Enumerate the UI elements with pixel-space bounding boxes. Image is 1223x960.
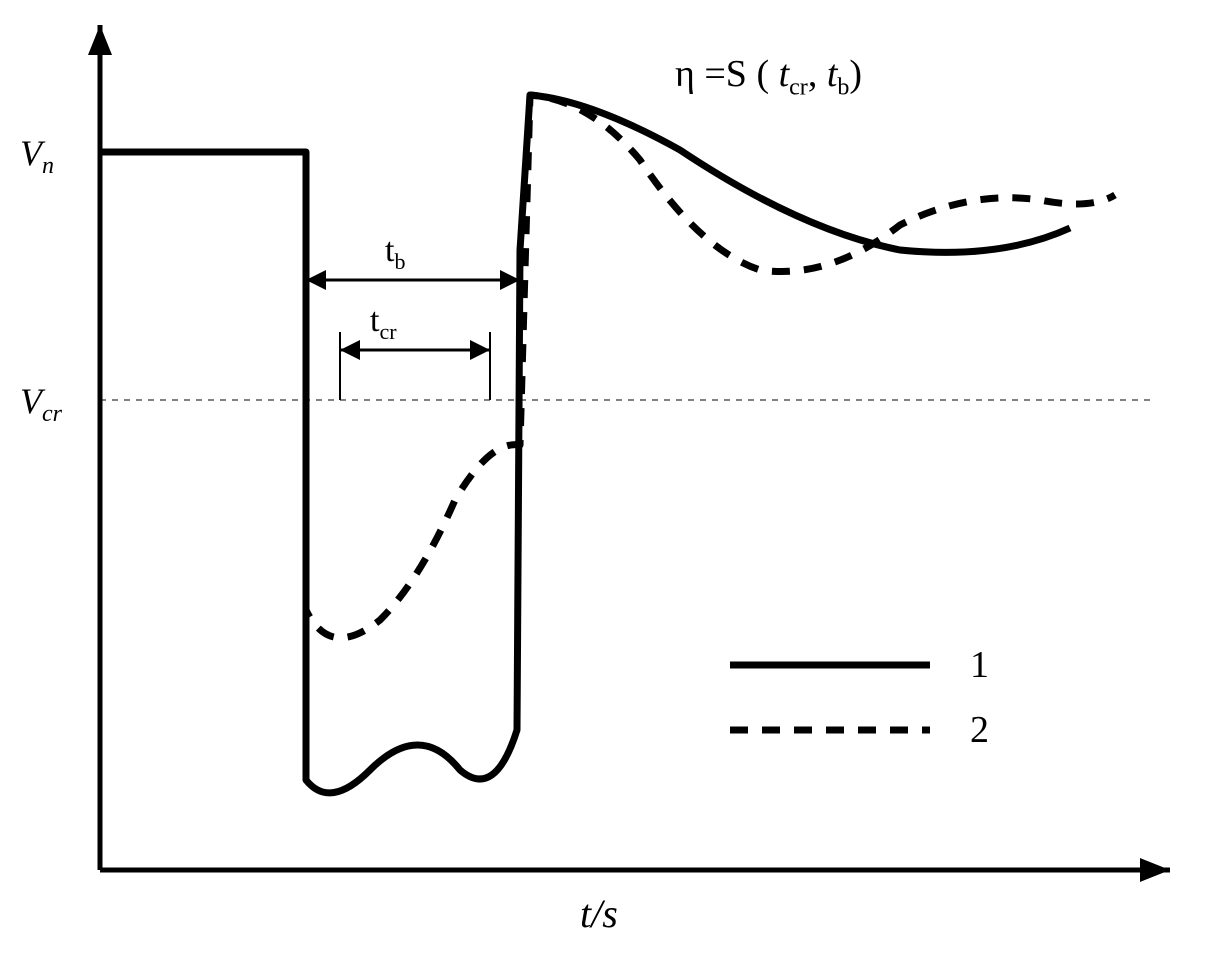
tcr-left-arrow xyxy=(340,340,360,360)
x-axis-arrow xyxy=(1140,858,1170,882)
legend-2-label: 2 xyxy=(970,708,989,752)
diagram-container: Vn Vcr t/s tb tcr η =S ( tcr, tb) 1 2 xyxy=(0,0,1223,960)
x-axis-label: t/s xyxy=(580,890,618,937)
legend-1-label: 1 xyxy=(970,643,989,687)
vn-label: Vn xyxy=(20,132,54,180)
diagram-svg xyxy=(0,0,1223,960)
y-axis-arrow xyxy=(88,25,112,55)
curve-solid xyxy=(100,95,1070,793)
tcr-right-arrow xyxy=(470,340,490,360)
tcr-label: tcr xyxy=(370,302,397,345)
tb-label: tb xyxy=(385,232,405,275)
vcr-label: Vcr xyxy=(20,380,62,428)
curve-dashed xyxy=(306,95,1115,638)
formula-label: η =S ( tcr, tb) xyxy=(675,52,862,102)
